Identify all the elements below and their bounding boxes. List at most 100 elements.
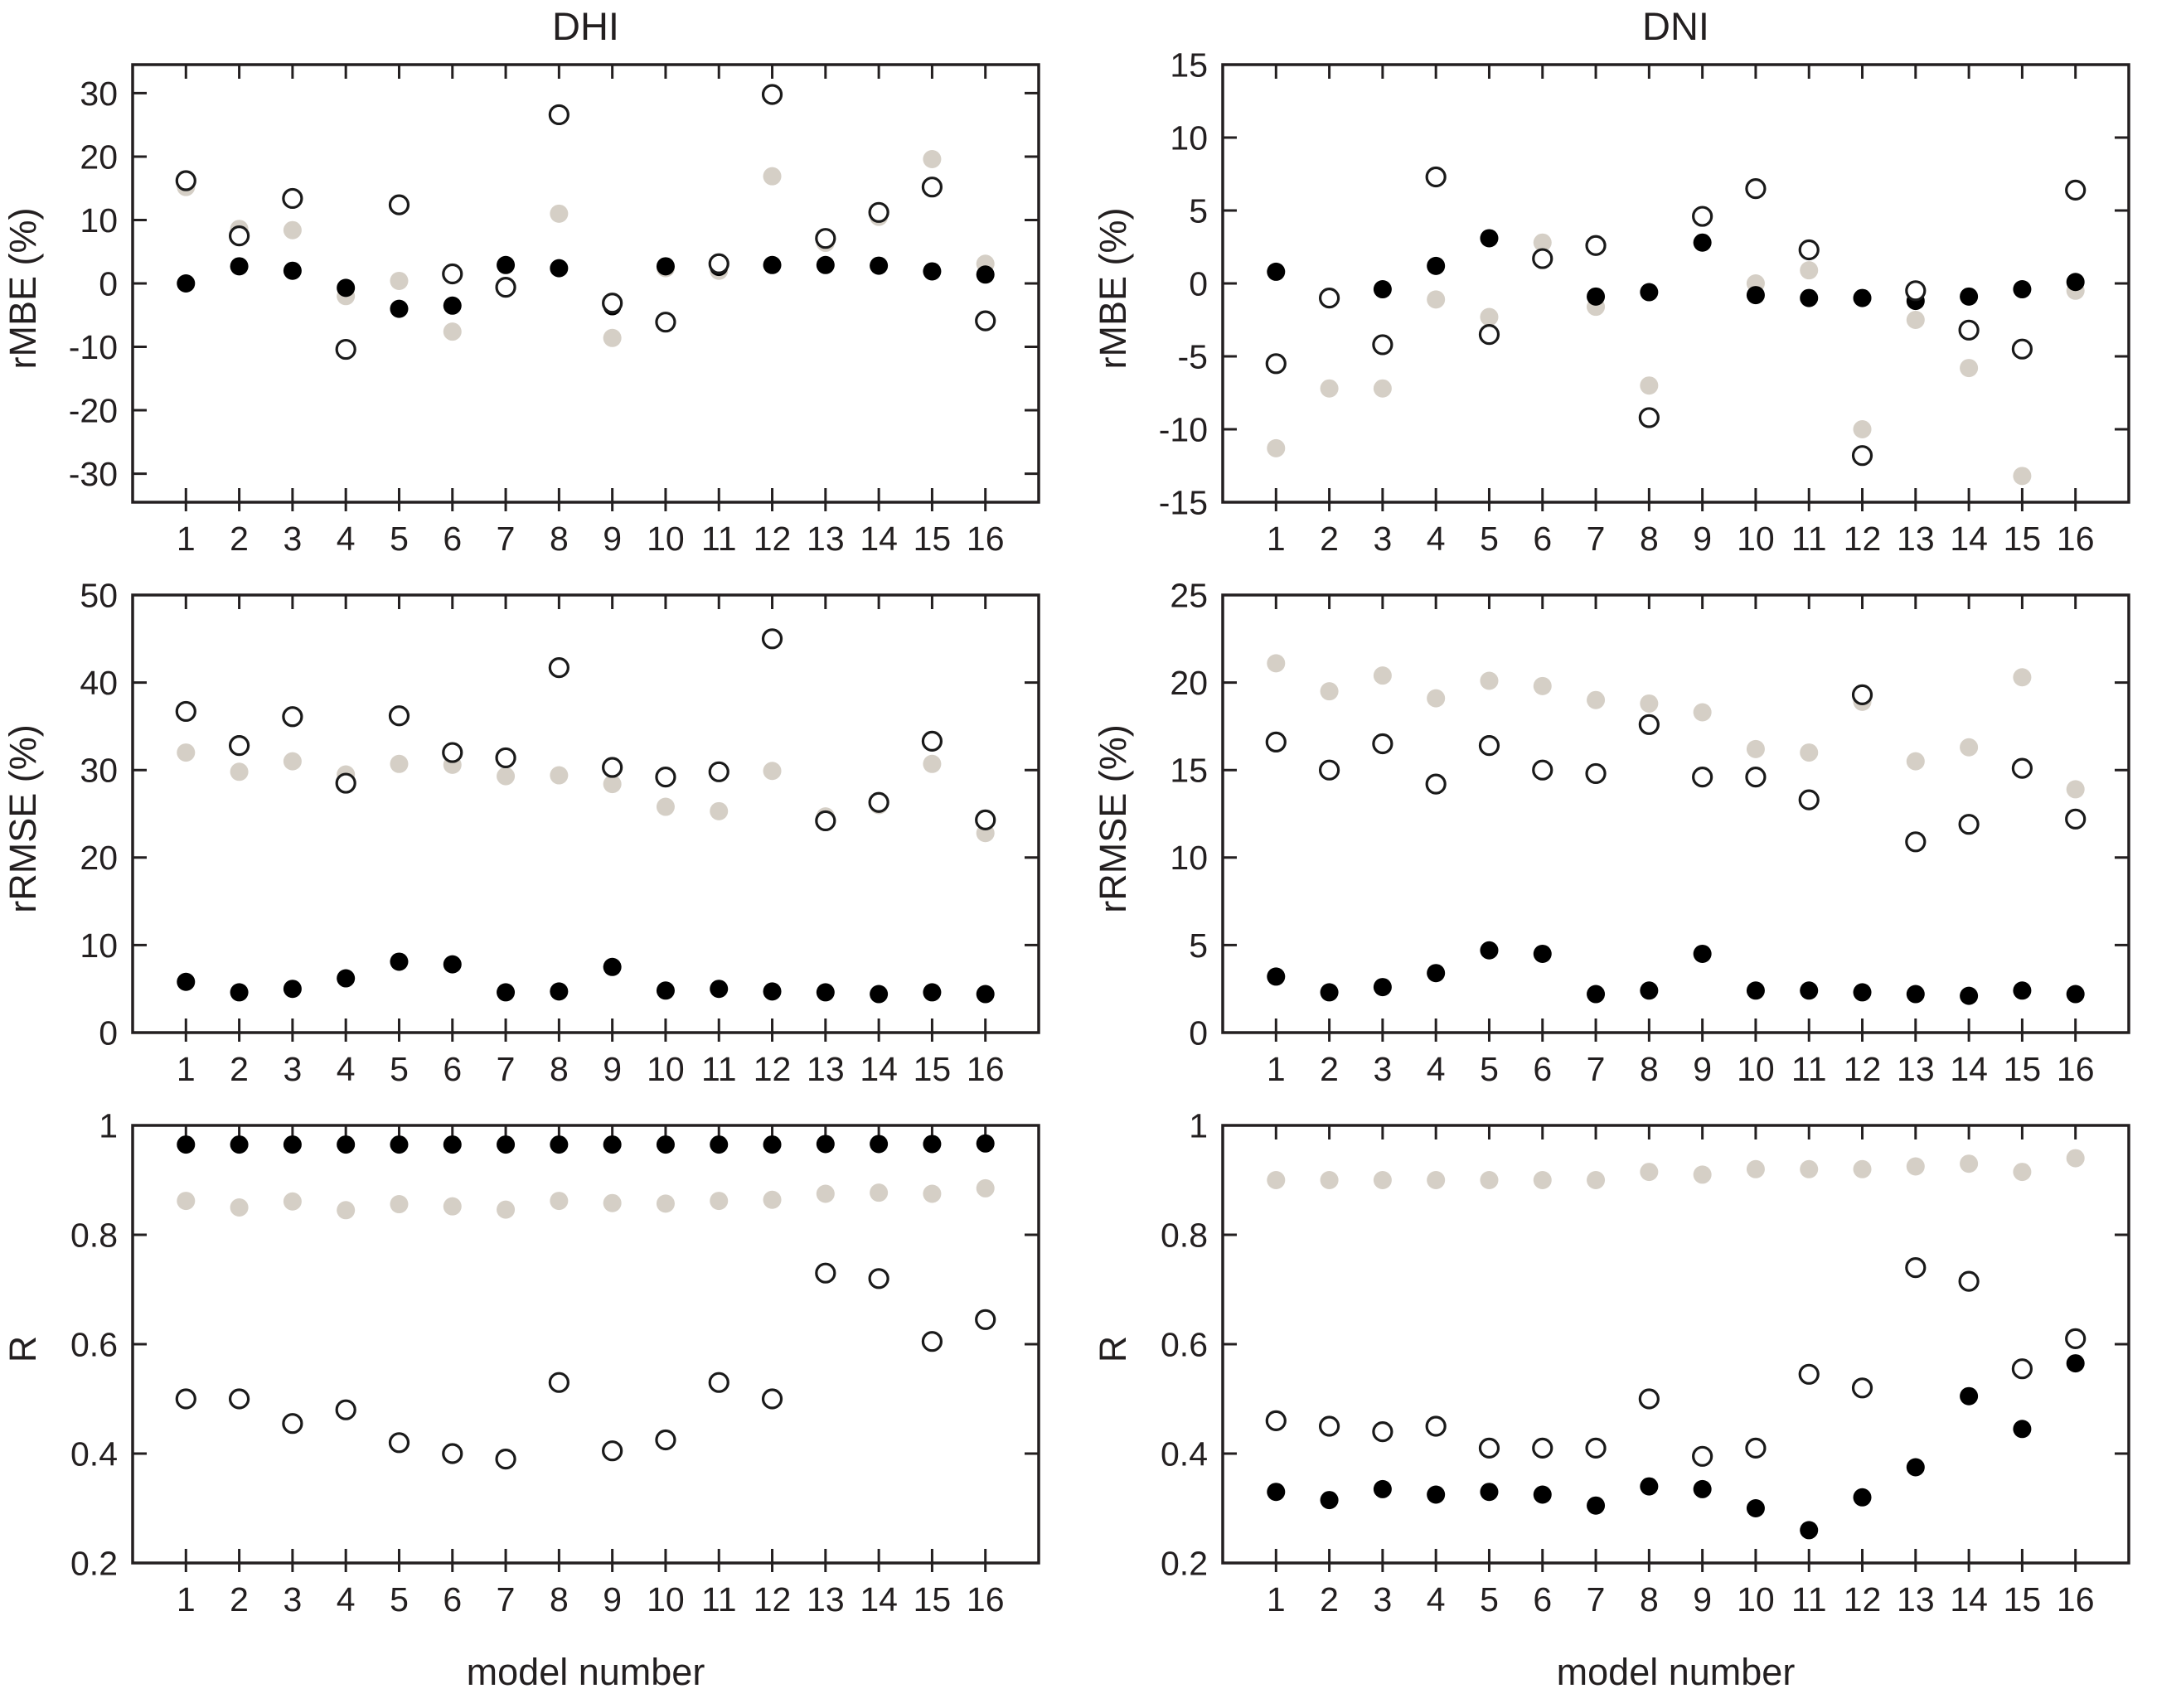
svg-text:20: 20 [1170, 664, 1208, 702]
svg-text:4: 4 [337, 1580, 356, 1618]
svg-text:0.4: 0.4 [1161, 1435, 1208, 1473]
svg-text:1: 1 [1267, 1050, 1286, 1088]
svg-text:8: 8 [1640, 1050, 1659, 1088]
svg-text:9: 9 [603, 520, 622, 558]
svg-text:11: 11 [701, 1580, 737, 1618]
svg-text:12: 12 [754, 1050, 792, 1088]
svg-text:8: 8 [550, 1050, 569, 1088]
dhi-title: DHI [552, 4, 619, 48]
svg-text:13: 13 [807, 1050, 845, 1088]
column-title-dni: DNI [1090, 0, 2180, 53]
svg-text:11: 11 [701, 520, 737, 558]
svg-text:12: 12 [754, 1580, 792, 1618]
svg-text:0.4: 0.4 [70, 1435, 118, 1473]
svg-text:50: 50 [80, 583, 118, 614]
svg-text:0: 0 [99, 1014, 118, 1052]
svg-text:6: 6 [1533, 1050, 1552, 1088]
svg-text:15: 15 [914, 1580, 952, 1618]
svg-text:3: 3 [1373, 1050, 1392, 1088]
svg-text:15: 15 [2004, 1050, 2042, 1088]
svg-text:2: 2 [230, 520, 249, 558]
svg-text:0.2: 0.2 [1161, 1544, 1208, 1582]
svg-text:7: 7 [1587, 1050, 1606, 1088]
svg-text:14: 14 [860, 520, 898, 558]
svg-text:16: 16 [2057, 520, 2095, 558]
svg-text:5: 5 [390, 520, 409, 558]
column-titles: DHI DNI [0, 0, 2181, 53]
svg-text:9: 9 [1693, 1580, 1712, 1618]
svg-text:12: 12 [1844, 1580, 1882, 1618]
svg-text:1: 1 [177, 1050, 196, 1088]
panel-dhi-rmbe: rMBE (%) 1 2 3 4 5 6 7 8 9 10 11 12 13 14 15 16 -30 -20 -1… [0, 53, 1090, 583]
svg-text:8: 8 [550, 520, 569, 558]
svg-text:4: 4 [1427, 1050, 1446, 1088]
dhi-r-plot: 1 2 3 4 5 6 7 8 9 10 11 12 13 14 15 160.20.40.60.81 [70, 1114, 1040, 1618]
svg-text:5: 5 [390, 1050, 409, 1088]
svg-text:0.2: 0.2 [70, 1544, 118, 1582]
svg-text:10: 10 [1170, 119, 1208, 157]
svg-text:5: 5 [1189, 191, 1208, 230]
svg-text:40: 40 [80, 664, 118, 702]
panel-dhi-rrmse: rRMSE (%) 1 2 3 4 5 6 7 8 9 10 11 12 13 14 15 16 0 10 20 30… [0, 583, 1090, 1114]
x-axis-label: model number [1556, 1651, 1796, 1693]
svg-text:20: 20 [80, 138, 118, 176]
svg-text:1: 1 [177, 1580, 196, 1618]
svg-text:11: 11 [1791, 1050, 1827, 1088]
svg-text:0: 0 [99, 264, 118, 302]
svg-text:1: 1 [1267, 520, 1286, 558]
svg-text:4: 4 [337, 520, 356, 558]
svg-text:9: 9 [603, 1580, 622, 1618]
svg-text:13: 13 [807, 520, 845, 558]
svg-text:10: 10 [1170, 839, 1208, 877]
svg-text:8: 8 [1640, 1580, 1659, 1618]
svg-text:6: 6 [1533, 1580, 1552, 1618]
svg-text:14: 14 [860, 1580, 898, 1618]
svg-text:2: 2 [230, 1580, 249, 1618]
panel-dhi-r: R 1 2 3 4 5 6 7 8 9 10 11 12 13 14 15 16 0.2 0.4 0.6 0.8 1 m… [0, 1114, 1090, 1708]
svg-text:1: 1 [99, 1114, 118, 1144]
svg-text:6: 6 [443, 520, 462, 558]
svg-text:3: 3 [283, 1580, 302, 1618]
svg-text:9: 9 [1693, 520, 1712, 558]
svg-text:10: 10 [80, 201, 118, 240]
svg-text:7: 7 [1587, 1580, 1606, 1618]
svg-text:12: 12 [1844, 1050, 1882, 1088]
svg-text:5: 5 [1189, 927, 1208, 965]
svg-text:16: 16 [967, 1050, 1005, 1088]
svg-text:3: 3 [1373, 1580, 1392, 1618]
svg-text:2: 2 [1320, 1050, 1339, 1088]
svg-text:6: 6 [443, 1050, 462, 1088]
svg-text:1: 1 [177, 520, 196, 558]
row-rrmse: rRMSE (%) 1 2 3 4 5 6 7 8 9 10 11 12 13 14 15 16 0 10 20 30… [0, 583, 2181, 1114]
svg-text:13: 13 [1897, 1580, 1935, 1618]
svg-text:5: 5 [390, 1580, 409, 1618]
svg-text:30: 30 [80, 75, 118, 113]
panel-dni-rrmse: rRMSE (%) 1 2 3 4 5 6 7 8 9 10 11 12 13 14 15 16 0 5 10 15 2… [1090, 583, 2180, 1114]
svg-text:5: 5 [1480, 520, 1499, 558]
svg-text:9: 9 [603, 1050, 622, 1088]
row-rmbe: rMBE (%) 1 2 3 4 5 6 7 8 9 10 11 12 13 14 15 16 -30 -20 -1… [0, 53, 2181, 583]
svg-text:0.6: 0.6 [1161, 1325, 1208, 1363]
panel-dni-r: R 1 2 3 4 5 6 7 8 9 10 11 12 13 14 15 16 0.2 0.4 0.6 0.8 1 m… [1090, 1114, 2180, 1708]
svg-text:3: 3 [283, 520, 302, 558]
svg-text:15: 15 [914, 520, 952, 558]
svg-text:-30: -30 [69, 455, 118, 493]
svg-text:10: 10 [1737, 520, 1775, 558]
svg-text:16: 16 [2057, 1050, 2095, 1088]
svg-text:9: 9 [1693, 1050, 1712, 1088]
svg-text:8: 8 [1640, 520, 1659, 558]
svg-text:1: 1 [1189, 1114, 1208, 1144]
svg-text:4: 4 [1427, 1580, 1446, 1618]
svg-text:13: 13 [1897, 1050, 1935, 1088]
svg-text:16: 16 [967, 1580, 1005, 1618]
svg-text:11: 11 [1791, 1580, 1827, 1618]
svg-text:10: 10 [1737, 1580, 1775, 1618]
svg-text:4: 4 [337, 1050, 356, 1088]
svg-text:0.6: 0.6 [70, 1325, 118, 1363]
svg-text:12: 12 [754, 520, 792, 558]
